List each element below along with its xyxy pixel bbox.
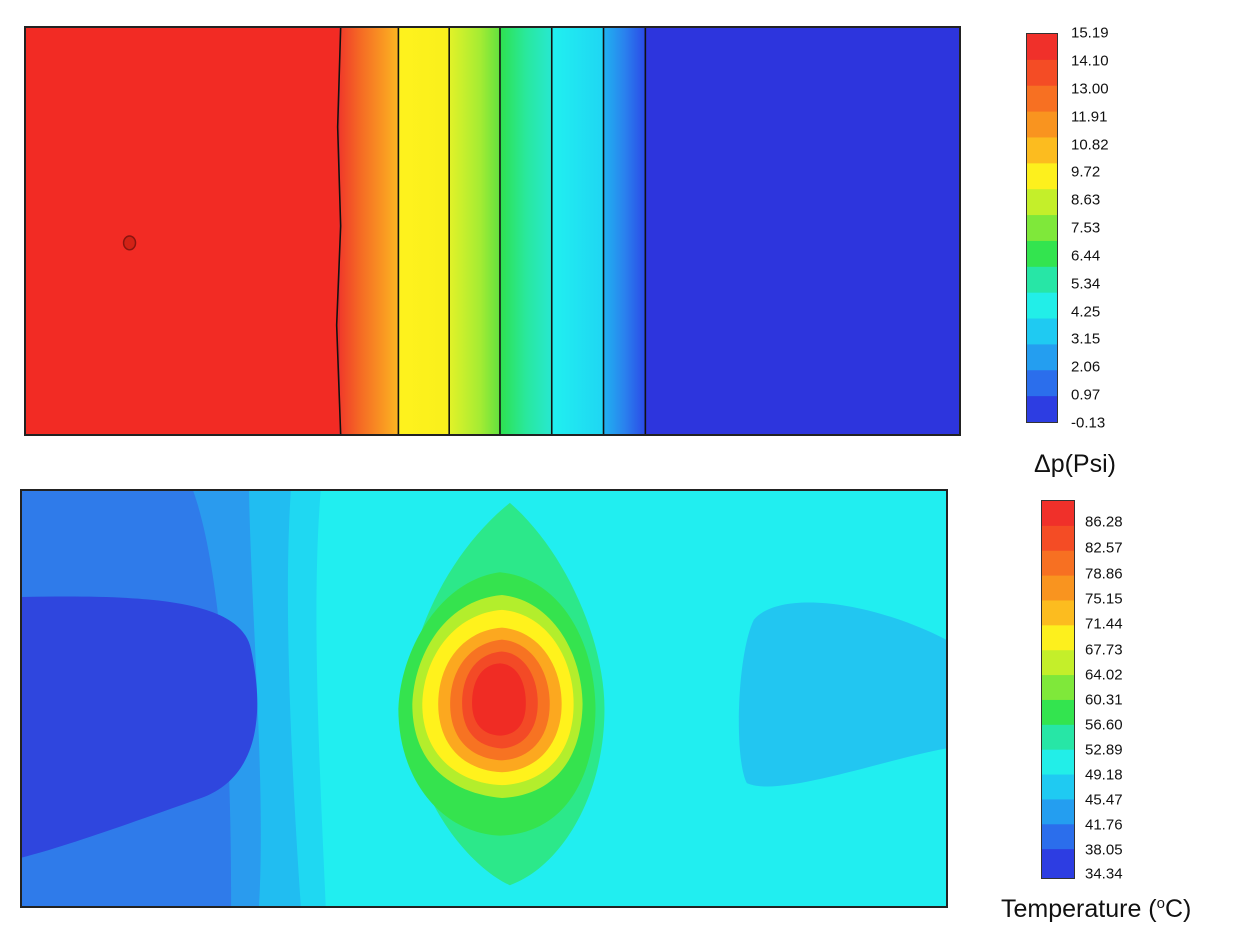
pressure-tick: 15.19	[1071, 24, 1109, 42]
pressure-tick: 0.97	[1071, 386, 1101, 404]
temperature-tick: 67.73	[1085, 641, 1123, 659]
pressure-colorbar-label: Δp(Psi)	[1034, 450, 1116, 478]
temperature-contour-plot	[20, 489, 948, 908]
temperature-tick: 60.31	[1085, 691, 1123, 709]
pressure-contour-plot	[24, 26, 961, 436]
temperature-tick: 64.02	[1085, 666, 1123, 684]
temperature-contour-canvas	[22, 491, 946, 906]
temperature-tick: 56.60	[1085, 716, 1123, 734]
pressure-colorbar-swatches	[1027, 34, 1057, 422]
pressure-tick: 11.91	[1071, 108, 1108, 126]
temperature-colorbar	[1041, 500, 1075, 879]
temperature-tick: 34.34	[1085, 865, 1123, 883]
probe-marker	[122, 235, 137, 251]
temperature-label-suffix: C)	[1164, 895, 1192, 923]
pressure-tick: 5.34	[1071, 275, 1101, 293]
temperature-tick: 75.15	[1085, 590, 1123, 608]
temperature-colorbar-label: Temperature (oC)	[1001, 895, 1191, 924]
pressure-tick: 4.25	[1071, 303, 1101, 321]
temperature-tick: 52.89	[1085, 741, 1123, 759]
pressure-tick: 2.06	[1071, 358, 1101, 376]
temperature-tick: 82.57	[1085, 539, 1123, 557]
pressure-tick: 10.82	[1071, 136, 1109, 154]
pressure-contour-canvas	[26, 28, 959, 434]
temperature-colorbar-swatches	[1042, 501, 1074, 878]
temperature-tick: 38.05	[1085, 841, 1123, 859]
temperature-tick: 45.47	[1085, 791, 1123, 809]
pressure-tick: 13.00	[1071, 80, 1109, 98]
pressure-tick: 9.72	[1071, 163, 1101, 181]
pressure-tick: -0.13	[1071, 414, 1106, 432]
temperature-label-prefix: Temperature (	[1001, 895, 1157, 923]
temperature-label-degree: o	[1156, 895, 1165, 912]
pressure-tick: 7.53	[1071, 219, 1101, 237]
pressure-tick: 14.10	[1071, 52, 1109, 70]
temperature-tick: 86.28	[1085, 513, 1123, 531]
temperature-tick: 41.76	[1085, 816, 1123, 834]
temperature-tick: 78.86	[1085, 565, 1123, 583]
temperature-tick: 71.44	[1085, 615, 1123, 633]
pressure-tick: 8.63	[1071, 191, 1101, 209]
pressure-tick: 6.44	[1071, 247, 1101, 265]
pressure-colorbar	[1026, 33, 1058, 423]
temperature-tick: 49.18	[1085, 766, 1123, 784]
pressure-tick: 3.15	[1071, 330, 1101, 348]
